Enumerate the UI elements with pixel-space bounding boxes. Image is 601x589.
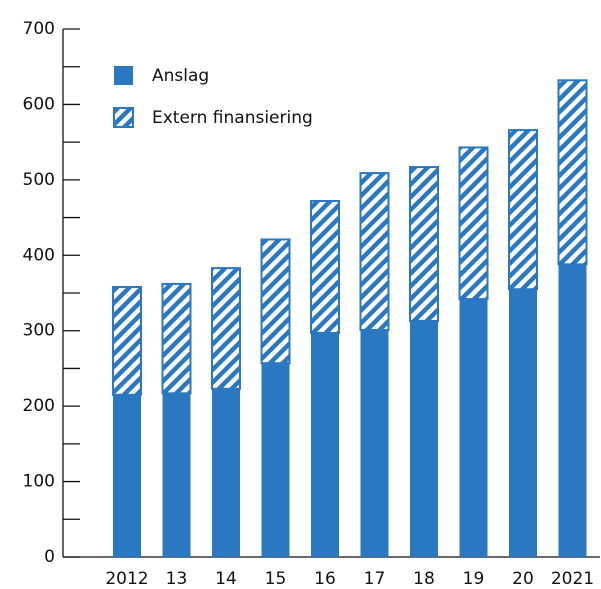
legend-swatch [114, 66, 133, 85]
bar-segment [359, 172, 390, 331]
x-tick-label: 17 [364, 569, 386, 589]
bar-segment [113, 394, 141, 557]
bar-segment [410, 320, 438, 557]
bar-segment [162, 393, 191, 557]
legend-label: Anslag [152, 66, 209, 86]
bar-segment [508, 129, 538, 291]
bar-segment [211, 267, 241, 390]
bar-segment [212, 388, 240, 557]
bar-segment [261, 363, 290, 557]
legend-label: Extern finansiering [152, 108, 313, 128]
x-tick-label: 15 [265, 569, 287, 589]
x-tick-label: 18 [413, 569, 435, 589]
bar-segment [557, 79, 588, 266]
x-tick-label: 14 [215, 569, 237, 589]
y-tick-label: 400 [23, 245, 55, 265]
x-tick-label: 13 [166, 569, 188, 589]
y-tick-label: 100 [23, 472, 55, 492]
x-tick-label: 19 [463, 569, 485, 589]
x-tick-label: 2012 [105, 569, 148, 589]
bar-segment [112, 285, 142, 396]
x-tick-label: 20 [512, 569, 534, 589]
y-tick-label: 200 [23, 396, 55, 416]
y-tick-label: 600 [23, 94, 55, 114]
bar-segment [458, 146, 489, 301]
y-tick-label: 300 [23, 321, 55, 341]
y-tick-label: 500 [23, 170, 55, 190]
bar-segment [459, 299, 488, 557]
y-tick-label: 0 [44, 547, 55, 567]
x-tick-label: 2021 [551, 569, 594, 589]
bar-segment [311, 332, 339, 557]
y-tick-label: 700 [23, 19, 55, 39]
bar-segment [260, 238, 291, 365]
bar-segment [360, 329, 389, 557]
bar-segment [409, 166, 439, 322]
bar-segment [161, 282, 192, 395]
legend-swatch [113, 107, 134, 128]
bar-segment [310, 199, 340, 334]
x-tick-label: 16 [314, 569, 336, 589]
bar-segment [558, 264, 587, 557]
bar-segment [509, 289, 537, 557]
